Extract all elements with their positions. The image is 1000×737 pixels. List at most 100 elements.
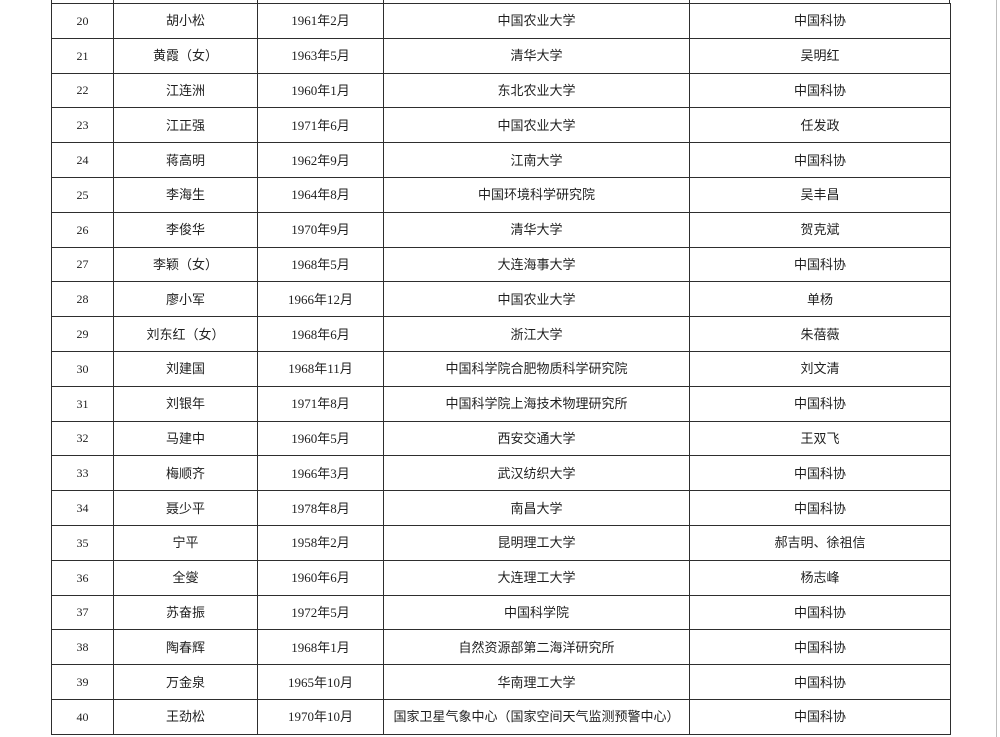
cell-no: 26 [51, 211, 114, 248]
cell-nominator: 吴丰昌 [689, 176, 951, 213]
cell-no: 33 [51, 455, 114, 492]
cell-nominator: 中国科协 [689, 385, 951, 422]
table-row: 30 刘建国 1968年11月 中国科学院合肥物质科学研究院 刘文清 [51, 350, 951, 387]
cell-name: 全燮 [113, 559, 258, 596]
cell-nominator: 吴明红 [689, 37, 951, 74]
cell-no: 31 [51, 385, 114, 422]
cell-name: 刘建国 [113, 350, 258, 387]
cell-no: 25 [51, 176, 114, 213]
cell-institution: 中国农业大学 [383, 281, 690, 318]
cell-no: 36 [51, 559, 114, 596]
cell-name: 李海生 [113, 176, 258, 213]
cell-birth: 1962年9月 [257, 142, 384, 178]
cell-nominator: 中国科协 [689, 490, 951, 526]
candidate-table: 20 胡小松 1961年2月 中国农业大学 中国科协 21 黄霞（女） 1963… [51, 3, 951, 735]
cell-institution: 中国科学院 [383, 594, 690, 631]
table-grid-stub [383, 0, 384, 3]
cell-name: 万金泉 [113, 664, 258, 700]
cell-institution: 武汉纺织大学 [383, 455, 690, 492]
cell-nominator: 中国科协 [689, 664, 951, 700]
cell-no: 30 [51, 350, 114, 387]
table-grid-stub [113, 0, 114, 3]
cell-institution: 清华大学 [383, 211, 690, 248]
table-row: 31 刘银年 1971年8月 中国科学院上海技术物理研究所 中国科协 [51, 385, 951, 422]
cell-no: 37 [51, 594, 114, 631]
table-grid-stub [949, 0, 950, 3]
cell-institution: 南昌大学 [383, 490, 690, 526]
cell-birth: 1968年11月 [257, 350, 384, 387]
table-row: 25 李海生 1964年8月 中国环境科学研究院 吴丰昌 [51, 176, 951, 213]
cell-name: 黄霞（女） [113, 37, 258, 74]
cell-no: 39 [51, 664, 114, 700]
table-row: 32 马建中 1960年5月 西安交通大学 王双飞 [51, 420, 951, 457]
table-row: 22 江连洲 1960年1月 东北农业大学 中国科协 [51, 72, 951, 109]
cell-institution: 东北农业大学 [383, 72, 690, 109]
cell-institution: 西安交通大学 [383, 420, 690, 457]
table-grid-stub [257, 0, 258, 3]
cell-name: 蒋高明 [113, 142, 258, 178]
cell-birth: 1970年10月 [257, 698, 384, 735]
table-row: 33 梅顺齐 1966年3月 武汉纺织大学 中国科协 [51, 455, 951, 492]
cell-nominator: 中国科协 [689, 698, 951, 735]
cell-institution: 中国科学院上海技术物理研究所 [383, 385, 690, 422]
cell-institution: 中国农业大学 [383, 3, 690, 39]
cell-birth: 1961年2月 [257, 3, 384, 39]
cell-birth: 1971年6月 [257, 107, 384, 144]
cell-no: 35 [51, 524, 114, 561]
cell-birth: 1978年8月 [257, 490, 384, 526]
cell-nominator: 王双飞 [689, 420, 951, 457]
cell-institution: 江南大学 [383, 142, 690, 178]
table-row: 35 宁平 1958年2月 昆明理工大学 郝吉明、徐祖信 [51, 524, 951, 561]
cell-nominator: 单杨 [689, 281, 951, 318]
table-row: 34 聂少平 1978年8月 南昌大学 中国科协 [51, 490, 951, 526]
table-row: 39 万金泉 1965年10月 华南理工大学 中国科协 [51, 664, 951, 700]
cell-name: 聂少平 [113, 490, 258, 526]
cell-birth: 1965年10月 [257, 664, 384, 700]
cell-institution: 大连理工大学 [383, 559, 690, 596]
cell-institution: 华南理工大学 [383, 664, 690, 700]
candidate-table-body: 20 胡小松 1961年2月 中国农业大学 中国科协 21 黄霞（女） 1963… [51, 3, 951, 735]
cell-no: 34 [51, 490, 114, 526]
cell-name: 李颖（女） [113, 246, 258, 283]
cell-no: 29 [51, 316, 114, 352]
cell-institution: 中国科学院合肥物质科学研究院 [383, 350, 690, 387]
cell-no: 20 [51, 3, 114, 39]
cell-nominator: 中国科协 [689, 142, 951, 178]
cell-no: 21 [51, 37, 114, 74]
cell-birth: 1971年8月 [257, 385, 384, 422]
cell-name: 胡小松 [113, 3, 258, 39]
cell-name: 苏奋振 [113, 594, 258, 631]
cell-nominator: 郝吉明、徐祖信 [689, 524, 951, 561]
cell-nominator: 杨志峰 [689, 559, 951, 596]
cell-institution: 自然资源部第二海洋研究所 [383, 629, 690, 666]
cell-institution: 大连海事大学 [383, 246, 690, 283]
cell-institution: 浙江大学 [383, 316, 690, 352]
page-edge [996, 0, 997, 737]
table-row: 24 蒋高明 1962年9月 江南大学 中国科协 [51, 142, 951, 178]
table-grid-stub [689, 0, 690, 3]
table-row: 28 廖小军 1966年12月 中国农业大学 单杨 [51, 281, 951, 318]
table-row: 36 全燮 1960年6月 大连理工大学 杨志峰 [51, 559, 951, 596]
cell-birth: 1968年6月 [257, 316, 384, 352]
cell-nominator: 中国科协 [689, 246, 951, 283]
table-row: 21 黄霞（女） 1963年5月 清华大学 吴明红 [51, 37, 951, 74]
cell-no: 27 [51, 246, 114, 283]
cell-nominator: 中国科协 [689, 594, 951, 631]
cell-institution: 清华大学 [383, 37, 690, 74]
cell-institution: 昆明理工大学 [383, 524, 690, 561]
cell-institution: 中国农业大学 [383, 107, 690, 144]
cell-nominator: 贺克斌 [689, 211, 951, 248]
cell-name: 王劲松 [113, 698, 258, 735]
cell-nominator: 中国科协 [689, 3, 951, 39]
cell-birth: 1966年3月 [257, 455, 384, 492]
cell-birth: 1963年5月 [257, 37, 384, 74]
cell-nominator: 中国科协 [689, 455, 951, 492]
cell-birth: 1960年6月 [257, 559, 384, 596]
cell-birth: 1968年1月 [257, 629, 384, 666]
cell-name: 梅顺齐 [113, 455, 258, 492]
table-grid-stub [51, 0, 52, 3]
table-row: 23 江正强 1971年6月 中国农业大学 任发政 [51, 107, 951, 144]
cell-name: 刘银年 [113, 385, 258, 422]
cell-no: 28 [51, 281, 114, 318]
